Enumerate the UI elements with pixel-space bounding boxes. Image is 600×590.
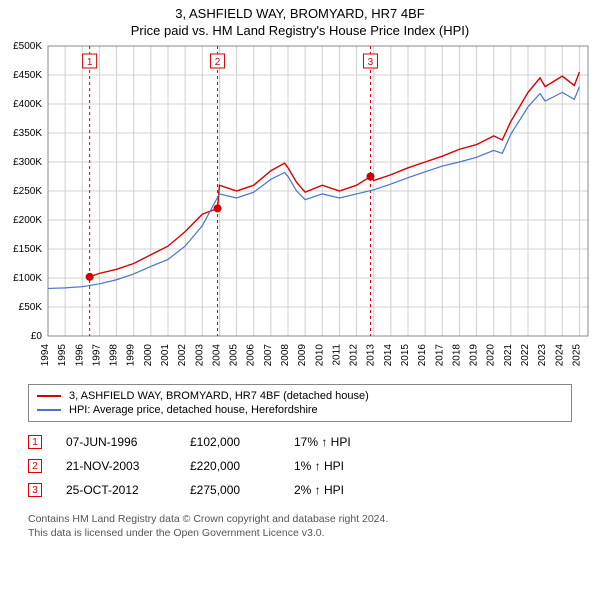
svg-text:2023: 2023 bbox=[537, 344, 548, 367]
svg-text:2020: 2020 bbox=[486, 344, 497, 367]
transaction-row: 1 07-JUN-1996 £102,000 17% ↑ HPI bbox=[28, 430, 572, 454]
svg-text:2025: 2025 bbox=[571, 344, 582, 367]
svg-text:£500K: £500K bbox=[13, 41, 42, 52]
svg-text:2024: 2024 bbox=[554, 344, 565, 367]
transaction-marker: 2 bbox=[28, 459, 42, 473]
transaction-price: £220,000 bbox=[190, 459, 270, 473]
attribution-line-1: Contains HM Land Registry data © Crown c… bbox=[28, 512, 572, 526]
transaction-diff: 17% ↑ HPI bbox=[294, 435, 384, 449]
svg-text:£50K: £50K bbox=[19, 302, 43, 313]
svg-text:2011: 2011 bbox=[331, 344, 342, 366]
legend-swatch bbox=[37, 409, 61, 411]
svg-text:3: 3 bbox=[368, 57, 374, 68]
transaction-date: 21-NOV-2003 bbox=[66, 459, 166, 473]
svg-text:2021: 2021 bbox=[503, 344, 514, 367]
legend-label: HPI: Average price, detached house, Here… bbox=[69, 404, 318, 416]
svg-text:£400K: £400K bbox=[13, 99, 42, 110]
svg-text:2013: 2013 bbox=[366, 344, 377, 367]
svg-text:2007: 2007 bbox=[263, 344, 274, 367]
svg-text:2005: 2005 bbox=[229, 344, 240, 367]
chart-subtitle: Price paid vs. HM Land Registry's House … bbox=[0, 23, 600, 38]
chart-header: 3, ASHFIELD WAY, BROMYARD, HR7 4BF Price… bbox=[0, 0, 600, 38]
svg-text:1: 1 bbox=[87, 57, 93, 68]
svg-text:2012: 2012 bbox=[349, 344, 360, 367]
svg-text:2004: 2004 bbox=[211, 344, 222, 367]
svg-text:1997: 1997 bbox=[91, 344, 102, 367]
svg-text:£450K: £450K bbox=[13, 70, 42, 81]
transaction-marker: 3 bbox=[28, 483, 42, 497]
data-attribution: Contains HM Land Registry data © Crown c… bbox=[28, 512, 572, 540]
svg-text:2009: 2009 bbox=[297, 344, 308, 367]
svg-text:1996: 1996 bbox=[74, 344, 85, 367]
transaction-price: £275,000 bbox=[190, 483, 270, 497]
transaction-date: 07-JUN-1996 bbox=[66, 435, 166, 449]
svg-text:2: 2 bbox=[215, 57, 221, 68]
transaction-row: 2 21-NOV-2003 £220,000 1% ↑ HPI bbox=[28, 454, 572, 478]
transaction-diff: 2% ↑ HPI bbox=[294, 483, 384, 497]
svg-text:£150K: £150K bbox=[13, 244, 42, 255]
svg-text:1999: 1999 bbox=[126, 344, 137, 367]
chart-svg: £0 £50K £100K £150K £200K £250K £300K £350K £400… bbox=[0, 38, 600, 378]
svg-text:£100K: £100K bbox=[13, 273, 42, 284]
price-chart: £0 £50K £100K £150K £200K £250K £300K £350K £400… bbox=[0, 38, 600, 378]
svg-text:1994: 1994 bbox=[40, 344, 51, 367]
svg-text:2018: 2018 bbox=[451, 344, 462, 367]
svg-text:2002: 2002 bbox=[177, 344, 188, 367]
svg-text:1995: 1995 bbox=[57, 344, 68, 367]
transaction-diff: 1% ↑ HPI bbox=[294, 459, 384, 473]
legend-item: 3, ASHFIELD WAY, BROMYARD, HR7 4BF (deta… bbox=[37, 389, 563, 403]
svg-text:2003: 2003 bbox=[194, 344, 205, 367]
transactions-table: 1 07-JUN-1996 £102,000 17% ↑ HPI 2 21-NOV-200… bbox=[28, 430, 572, 502]
svg-text:£250K: £250K bbox=[13, 186, 42, 197]
svg-text:£0: £0 bbox=[31, 331, 43, 342]
chart-legend: 3, ASHFIELD WAY, BROMYARD, HR7 4BF (deta… bbox=[28, 384, 572, 422]
transaction-row: 3 25-OCT-2012 £275,000 2% ↑ HPI bbox=[28, 478, 572, 502]
svg-text:£300K: £300K bbox=[13, 157, 42, 168]
svg-text:£350K: £350K bbox=[13, 128, 42, 139]
attribution-line-2: This data is licensed under the Open Gov… bbox=[28, 526, 572, 540]
svg-text:2008: 2008 bbox=[280, 344, 291, 367]
svg-text:2016: 2016 bbox=[417, 344, 428, 367]
svg-text:1998: 1998 bbox=[109, 344, 120, 367]
svg-text:2019: 2019 bbox=[469, 344, 480, 367]
transaction-date: 25-OCT-2012 bbox=[66, 483, 166, 497]
svg-text:2015: 2015 bbox=[400, 344, 411, 367]
svg-text:2014: 2014 bbox=[383, 344, 394, 367]
legend-label: 3, ASHFIELD WAY, BROMYARD, HR7 4BF (deta… bbox=[69, 390, 369, 402]
transaction-price: £102,000 bbox=[190, 435, 270, 449]
svg-text:£200K: £200K bbox=[13, 215, 42, 226]
svg-text:2001: 2001 bbox=[160, 344, 171, 367]
svg-text:2000: 2000 bbox=[143, 344, 154, 367]
address-title: 3, ASHFIELD WAY, BROMYARD, HR7 4BF bbox=[0, 6, 600, 21]
transaction-marker: 1 bbox=[28, 435, 42, 449]
legend-item: HPI: Average price, detached house, Here… bbox=[37, 403, 563, 417]
svg-text:2017: 2017 bbox=[434, 344, 445, 367]
svg-text:2022: 2022 bbox=[520, 344, 531, 367]
svg-text:2006: 2006 bbox=[246, 344, 257, 367]
svg-text:2010: 2010 bbox=[314, 344, 325, 367]
legend-swatch bbox=[37, 395, 61, 397]
